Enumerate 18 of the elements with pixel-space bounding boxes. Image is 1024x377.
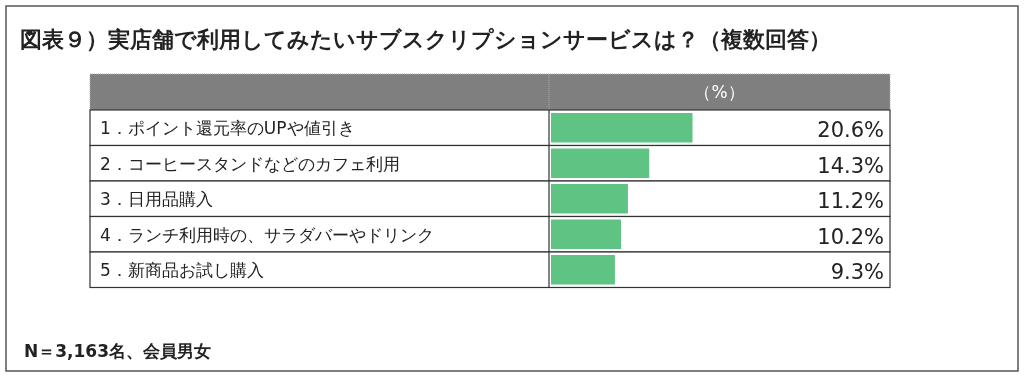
data-label: 20.6%	[817, 118, 884, 142]
text: N＝3,163名、会員男女	[24, 341, 211, 361]
data-label: 11.2%	[817, 189, 884, 213]
x-axis-title: （%）	[694, 82, 745, 102]
data-label: 10.2%	[817, 224, 884, 249]
y-tick-label: 3．日用品購入	[100, 189, 213, 209]
bar	[551, 113, 693, 143]
bar	[551, 255, 615, 285]
y-tick-label: 2．コーヒースタンドなどのカフェ利用	[100, 153, 400, 174]
bar	[551, 148, 650, 178]
data-label: 9.3%	[830, 260, 884, 284]
chart-title: 図表９）実店舗で利用してみたいサブスクリプションサービスは？（複数回答）	[20, 27, 831, 52]
y-tick-label: 1．ポイント還元率のUPや値引き	[100, 118, 355, 138]
bar	[551, 184, 628, 214]
y-tick-label: 4．ランチ利用時の、サラダバーやドリンク	[100, 224, 434, 245]
y-tick-label: 5．新商品お試し購入	[100, 260, 264, 280]
data-label: 14.3%	[817, 153, 884, 178]
bar	[551, 219, 622, 249]
